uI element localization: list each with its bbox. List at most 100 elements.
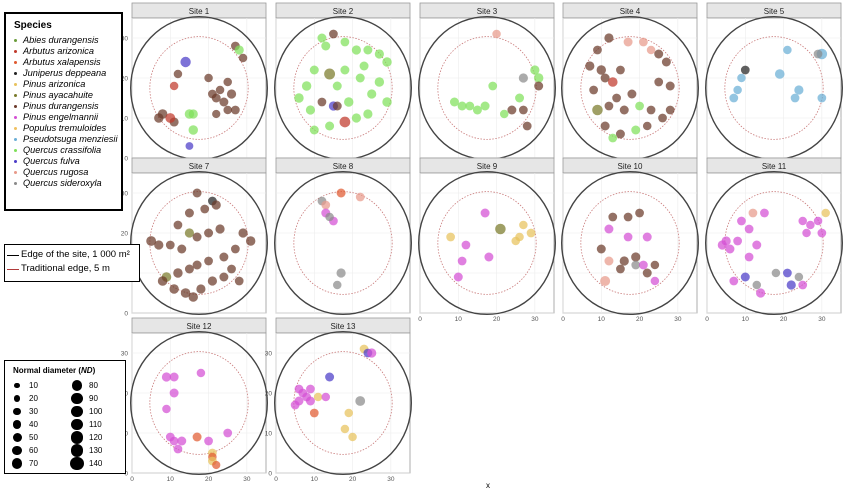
- size-dot-wrap: [5, 458, 29, 469]
- size-legend-label: 120: [89, 433, 103, 442]
- tree-point: [623, 37, 633, 47]
- tree-point: [499, 109, 509, 119]
- size-legend-item: 100: [65, 405, 125, 418]
- tree-point: [351, 45, 362, 55]
- size-legend-item: 10: [5, 379, 65, 392]
- traditional-edge-circle: [437, 191, 537, 295]
- tree-point: [665, 105, 675, 115]
- tree-point: [530, 65, 540, 75]
- tree-point: [737, 216, 746, 226]
- tree-point: [507, 105, 517, 115]
- species-legend-label: Pseudotsuga menziesii: [23, 134, 118, 144]
- tree-point: [639, 37, 648, 47]
- size-legend-item: 110: [65, 418, 125, 431]
- species-legend-label: Quercus rugosa: [23, 167, 89, 177]
- tree-point: [740, 272, 750, 282]
- size-dot-icon: [12, 445, 22, 456]
- species-legend-item: Quercus sideroxyla: [14, 178, 121, 189]
- size-dot-wrap: [5, 382, 29, 389]
- species-legend-label: Pinus durangensis: [23, 101, 99, 111]
- panel-plot-area: [562, 172, 698, 314]
- tree-point: [534, 81, 544, 91]
- tree-point: [211, 200, 221, 210]
- tree-point: [344, 408, 354, 418]
- x-tick-label: 30: [243, 476, 251, 483]
- x-tick-label: 0: [561, 316, 565, 323]
- x-tick-label: 20: [205, 476, 213, 483]
- traditional-edge-circle: [580, 36, 680, 140]
- panel-title: Site 2: [333, 7, 354, 16]
- species-legend-label: Pinus engelmannii: [23, 112, 99, 122]
- size-legend-title-prefix: Normal diameter (: [13, 366, 82, 375]
- tree-point: [817, 93, 827, 103]
- size-legend-columns: 10 20 30 40 50 60 70 80 90 100 110 120 130 140: [5, 379, 125, 471]
- x-tick-label: 10: [455, 316, 463, 323]
- tree-point: [592, 104, 603, 116]
- tree-point: [336, 268, 346, 278]
- tree-point: [752, 240, 762, 250]
- tree-point: [642, 268, 652, 278]
- size-dot-icon: [71, 418, 83, 431]
- chart-panel: Site 9 0 10 20 30: [417, 157, 557, 323]
- chart-panel: Site 5: [704, 2, 844, 161]
- size-dot-wrap: [5, 395, 29, 402]
- x-tick-label: 10: [742, 316, 750, 323]
- size-legend-label: 110: [89, 420, 102, 429]
- tree-point: [230, 105, 240, 115]
- tree-point: [301, 81, 312, 91]
- tree-point: [234, 276, 244, 286]
- size-dot-wrap: [65, 380, 89, 391]
- edge-legend-label: Edge of the site, 1 000 m²: [21, 249, 130, 260]
- size-legend-item: 50: [5, 431, 65, 444]
- panel-title: Site 13: [331, 322, 356, 331]
- tree-point: [616, 65, 625, 75]
- tree-point: [185, 142, 194, 150]
- species-legend-label: Arbutus arizonica: [23, 46, 94, 56]
- tree-point: [518, 73, 528, 83]
- chart-panel: Site 70102030: [121, 157, 269, 318]
- tree-point: [608, 212, 618, 222]
- tree-point: [771, 268, 781, 278]
- tree-point: [604, 224, 614, 234]
- chart-panel: Site 2: [273, 2, 413, 161]
- tree-point: [294, 93, 304, 103]
- tree-point: [219, 97, 229, 107]
- tree-point: [212, 109, 221, 119]
- species-dot-icon: [14, 94, 17, 98]
- size-dot-wrap: [5, 407, 29, 416]
- tree-point: [169, 372, 179, 382]
- size-legend-label: 30: [29, 407, 38, 416]
- tree-point: [604, 101, 614, 111]
- traditional-edge-line-icon: [7, 268, 19, 270]
- size-dot-wrap: [65, 456, 89, 471]
- tree-point: [324, 68, 336, 80]
- x-tick-label: 10: [598, 316, 606, 323]
- size-legend-item: 40: [5, 418, 65, 431]
- x-tick-label: 10: [167, 476, 175, 483]
- tree-point: [737, 73, 746, 83]
- tree-point: [173, 444, 183, 454]
- panel-plot-area: [419, 172, 555, 314]
- site-edge-circle: [560, 170, 700, 316]
- species-legend-title: Species: [14, 20, 52, 31]
- species-legend-item: Quercus fulva: [14, 156, 121, 167]
- tree-point: [173, 69, 183, 79]
- traditional-edge-circle: [293, 351, 393, 455]
- tree-point: [306, 384, 315, 394]
- species-dot-icon: [14, 138, 17, 142]
- size-legend-column: 80 90 100 110 120 130 140: [65, 379, 125, 471]
- panel-title: Site 10: [618, 162, 643, 171]
- species-legend-label: Juniperus deppeana: [23, 68, 107, 78]
- tree-point: [607, 77, 618, 87]
- species-legend-items: Abies durangensis Arbutus arizonica Arbutu…: [6, 35, 121, 189]
- species-legend: Species Abies durangensis Arbutus arizoni…: [4, 12, 123, 211]
- tree-point: [192, 260, 202, 270]
- tree-point: [325, 212, 334, 222]
- tree-point: [817, 228, 827, 238]
- species-legend-label: Arbutus xalapensis: [23, 57, 101, 67]
- chart-panel: Site 8: [273, 157, 413, 316]
- tree-point: [729, 276, 739, 286]
- tree-point: [309, 408, 319, 418]
- x-tick-label: 10: [311, 476, 319, 483]
- tree-point: [363, 45, 373, 55]
